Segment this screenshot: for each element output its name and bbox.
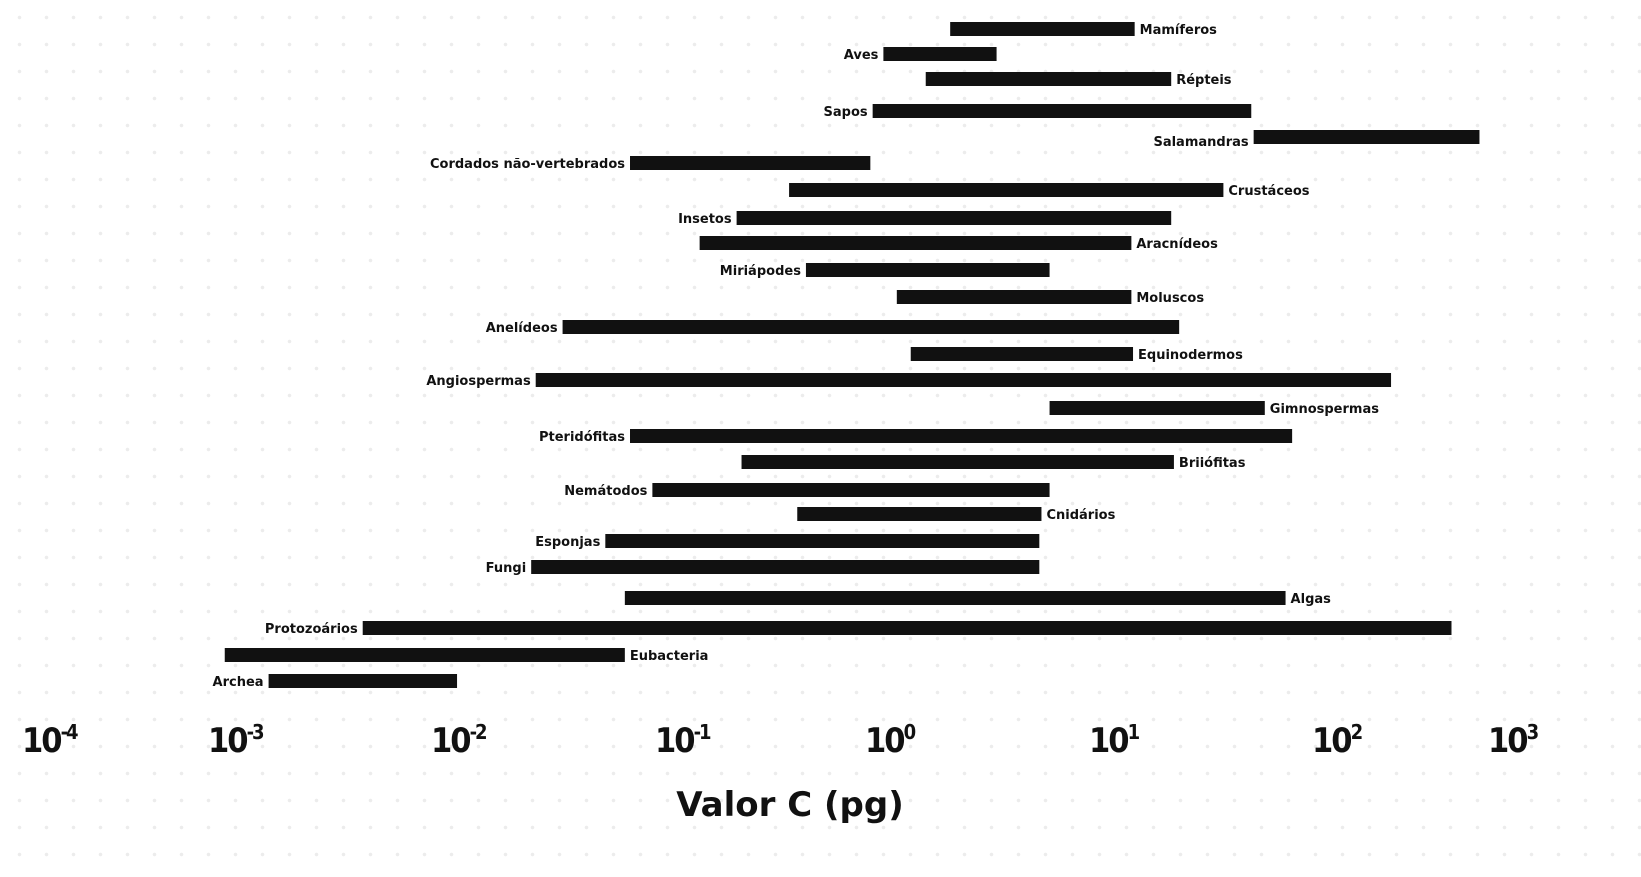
range-bar bbox=[896, 290, 1132, 304]
bar-label: Protozoários bbox=[265, 622, 358, 637]
range-bar bbox=[789, 183, 1224, 197]
bar-label: Esponjas bbox=[535, 535, 600, 550]
bar-label: Equinodermos bbox=[1138, 348, 1243, 363]
x-axis-ticks: 10-4 10-3 10-2 10-1 100 101 102 103 bbox=[22, 720, 1541, 761]
bar-label: Gimnospermas bbox=[1270, 402, 1379, 417]
x-tick-label: 10-1 bbox=[655, 720, 711, 761]
range-bar bbox=[268, 674, 458, 688]
bar-label: Fungi bbox=[486, 561, 527, 576]
bar-label: Aracnídeos bbox=[1136, 237, 1218, 252]
bar-label: Miriápodes bbox=[720, 264, 801, 279]
bar-label: Briiófitas bbox=[1179, 456, 1246, 471]
range-bar bbox=[630, 429, 1293, 443]
range-bar bbox=[362, 621, 1452, 635]
range-bar bbox=[605, 534, 1040, 548]
bar-label: Algas bbox=[1291, 592, 1332, 607]
range-bar bbox=[1049, 401, 1265, 415]
range-bar bbox=[699, 236, 1132, 250]
range-bar bbox=[1253, 130, 1480, 144]
bar-label: Insetos bbox=[678, 212, 732, 227]
range-bar bbox=[910, 347, 1134, 361]
bar-label: Répteis bbox=[1176, 73, 1232, 88]
range-bar bbox=[652, 483, 1050, 497]
bar-label: Salamandras bbox=[1153, 135, 1248, 150]
bar-label: Cnidários bbox=[1046, 508, 1115, 523]
bar-label: Moluscos bbox=[1136, 291, 1204, 306]
bar-label: Angiospermas bbox=[426, 374, 531, 389]
bar-label: Cordados não-vertebrados bbox=[430, 157, 625, 172]
range-bar bbox=[562, 320, 1180, 334]
range-bar bbox=[535, 373, 1392, 387]
range-bar bbox=[797, 507, 1042, 521]
range-bar bbox=[883, 47, 997, 61]
bar-label: Nemátodos bbox=[564, 484, 647, 499]
range-bar bbox=[741, 455, 1174, 469]
range-bar bbox=[872, 104, 1252, 118]
range-bar bbox=[736, 211, 1172, 225]
bar-label: Mamíferos bbox=[1140, 23, 1218, 38]
bar-label: Aves bbox=[844, 48, 879, 63]
x-tick-label: 10-4 bbox=[22, 720, 78, 761]
bar-label: Crustáceos bbox=[1228, 184, 1309, 199]
x-tick-label: 10-3 bbox=[208, 720, 264, 761]
range-bar bbox=[624, 591, 1286, 605]
range-bar bbox=[531, 560, 1040, 574]
range-bar bbox=[805, 263, 1050, 277]
range-bar bbox=[630, 156, 871, 170]
x-axis-title: Valor C (pg) bbox=[676, 785, 904, 825]
x-tick-label: 103 bbox=[1488, 720, 1539, 761]
range-bar bbox=[925, 72, 1172, 86]
bar-label: Sapos bbox=[824, 105, 868, 120]
bar-label: Archea bbox=[213, 675, 264, 690]
bar-label: Eubacteria bbox=[630, 649, 709, 664]
bar-label: Pteridófitas bbox=[539, 430, 625, 445]
x-tick-label: 102 bbox=[1312, 720, 1362, 761]
bars-group: Mamíferos Aves Répteis Sapos Salamandras Cord… bbox=[213, 22, 1480, 690]
x-tick-label: 100 bbox=[865, 720, 916, 761]
x-tick-label: 10-2 bbox=[431, 720, 486, 761]
x-tick-label: 101 bbox=[1089, 720, 1140, 761]
range-bar bbox=[950, 22, 1135, 36]
range-bar bbox=[224, 648, 625, 662]
bar-label: Anelídeos bbox=[486, 321, 558, 336]
